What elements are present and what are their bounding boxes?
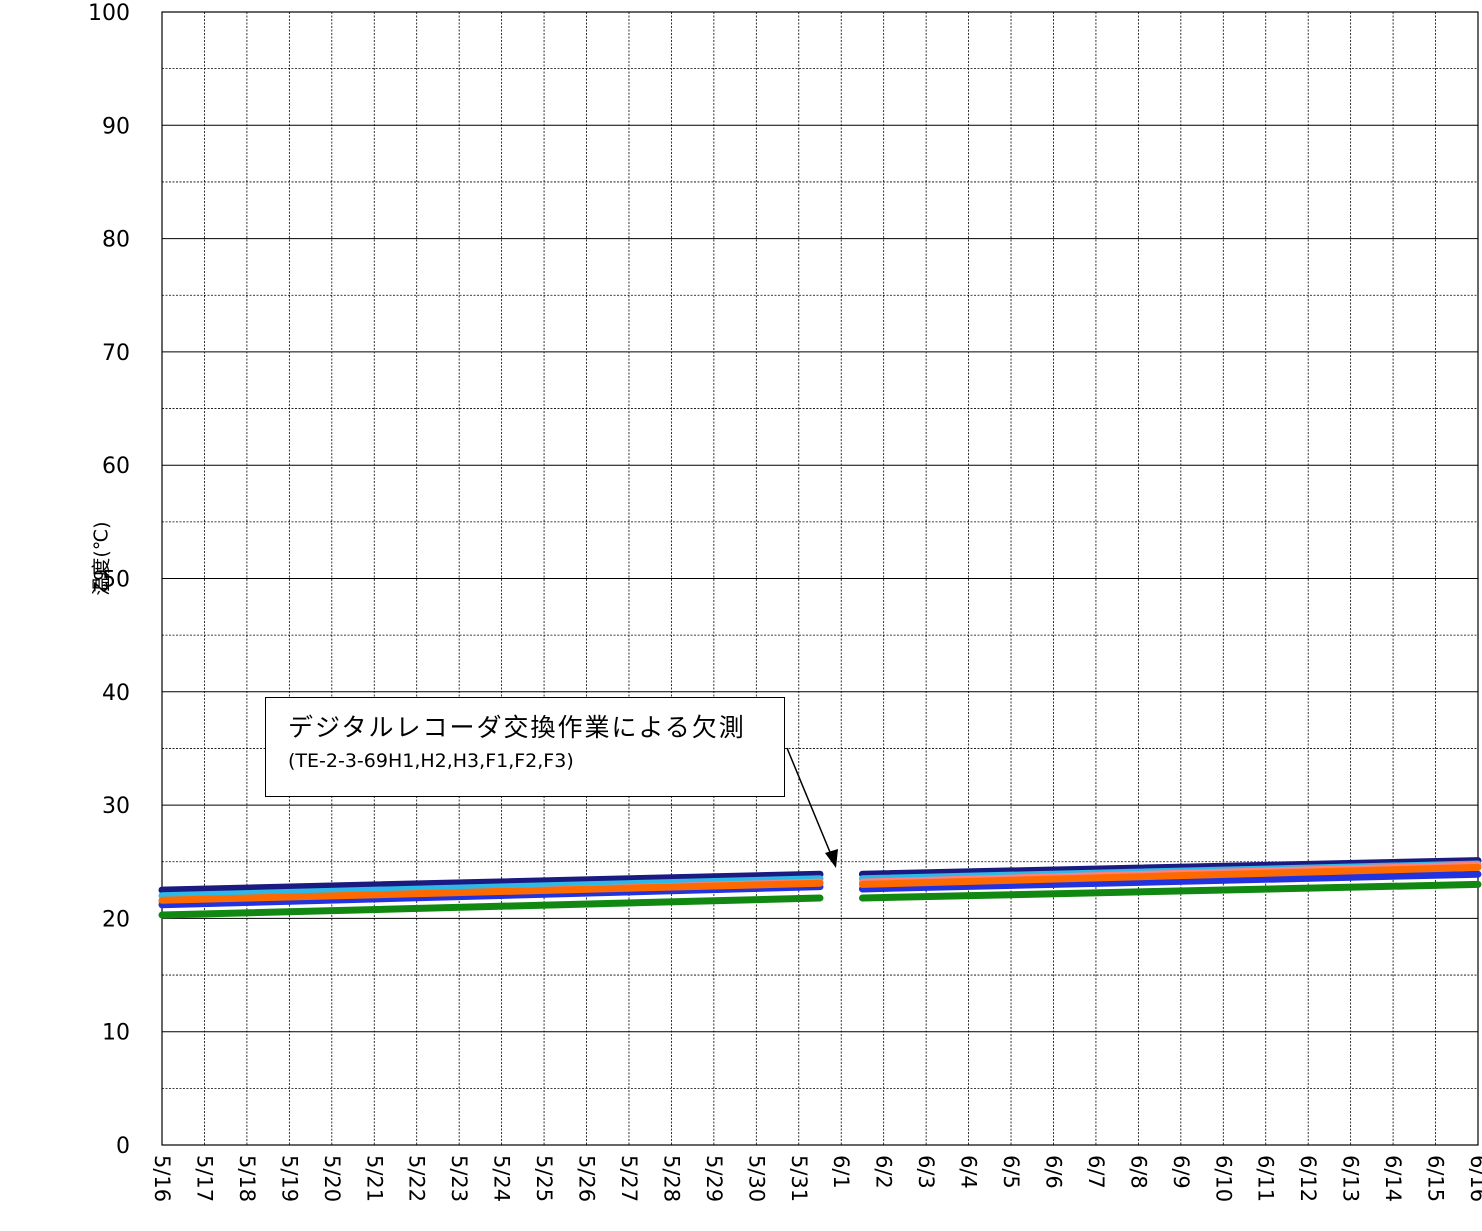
x-tick-label: 6/4	[957, 1155, 981, 1189]
x-tick-label: 6/13	[1339, 1155, 1363, 1202]
x-tick-label: 5/23	[447, 1155, 471, 1202]
x-tick-label: 5/17	[192, 1155, 216, 1202]
x-tick-label: 5/24	[490, 1155, 514, 1202]
y-tick-labels: 0 10 20 30 40 50 60 70 80 90 100	[88, 1, 130, 1159]
y-tick-label: 70	[102, 341, 130, 366]
x-tick-label: 5/30	[744, 1155, 768, 1202]
series-line	[158, 863, 1482, 904]
annotation-sensors: (TE-2-3-69H1,H2,H3,F1,F2,F3)	[288, 750, 574, 772]
y-tick-label: 20	[102, 907, 130, 932]
x-tick-label: 5/31	[787, 1155, 811, 1202]
annotation-box: デジタルレコーダ交換作業による欠測 (TE-2-3-69H1,H2,H3,F1,…	[265, 697, 785, 797]
y-tick-label: 30	[102, 794, 130, 819]
x-tick-label: 5/22	[405, 1155, 429, 1202]
arrow-line	[786, 747, 833, 858]
y-tick-label: 60	[102, 454, 130, 479]
x-tick-label: 6/6	[1041, 1155, 1065, 1189]
x-tick-label: 5/25	[532, 1155, 556, 1202]
x-tick-label: 6/10	[1211, 1155, 1235, 1202]
x-tick-label: 6/16	[1466, 1155, 1482, 1202]
x-tick-label: 5/21	[362, 1155, 386, 1202]
x-tick-label: 6/14	[1381, 1155, 1405, 1202]
x-tick-label: 5/26	[575, 1155, 599, 1202]
chart-series	[158, 857, 1482, 919]
x-tick-label: 6/11	[1254, 1155, 1278, 1202]
x-tick-labels: 5/16 5/17 5/18 5/19 5/20 5/21 5/22 5/23 5/24 5/25…	[150, 1155, 1482, 1202]
series-line	[158, 857, 1482, 894]
x-tick-label: 5/16	[150, 1155, 174, 1202]
x-tick-label: 6/7	[1084, 1155, 1108, 1189]
series-segment	[158, 875, 824, 900]
x-tick-label: 6/5	[999, 1155, 1023, 1189]
y-tick-label: 80	[102, 228, 130, 253]
page-number: 62	[89, 568, 111, 594]
y-tick-label: 40	[102, 681, 130, 706]
y-tick-label: 10	[102, 1021, 130, 1046]
series-segment	[858, 870, 1482, 893]
x-tick-label: 5/27	[617, 1155, 641, 1202]
x-tick-label: 6/8	[1126, 1155, 1150, 1189]
x-tick-label: 6/2	[872, 1155, 896, 1189]
series-segment	[158, 894, 824, 919]
series-segment	[858, 857, 1482, 878]
series-segment	[158, 870, 824, 894]
x-tick-label: 5/20	[320, 1155, 344, 1202]
x-tick-label: 6/15	[1424, 1155, 1448, 1202]
series-line	[158, 870, 1482, 909]
y-tick-label: 90	[102, 114, 130, 139]
series-line	[158, 880, 1482, 919]
x-tick-label: 5/29	[702, 1155, 726, 1202]
series-segment	[858, 863, 1482, 888]
annotation-text: デジタルレコーダ交換作業による欠測	[288, 713, 746, 742]
y-tick-label: 0	[116, 1134, 130, 1159]
x-tick-label: 5/28	[659, 1155, 683, 1202]
series-segment	[858, 880, 1482, 902]
x-tick-label: 5/18	[235, 1155, 259, 1202]
y-tick-label: 100	[88, 1, 130, 26]
chart-grid	[161, 11, 1479, 1146]
arrow-head	[825, 849, 838, 868]
x-tick-label: 6/12	[1296, 1155, 1320, 1202]
x-tick-label: 6/1	[829, 1155, 853, 1189]
x-tick-label: 5/19	[277, 1155, 301, 1202]
x-tick-label: 6/9	[1169, 1155, 1193, 1189]
annotation-arrow	[786, 747, 838, 868]
series-segment	[158, 879, 824, 904]
x-tick-label: 6/3	[914, 1155, 938, 1189]
series-segment	[158, 883, 824, 909]
y-tick-label: 50	[102, 568, 130, 593]
